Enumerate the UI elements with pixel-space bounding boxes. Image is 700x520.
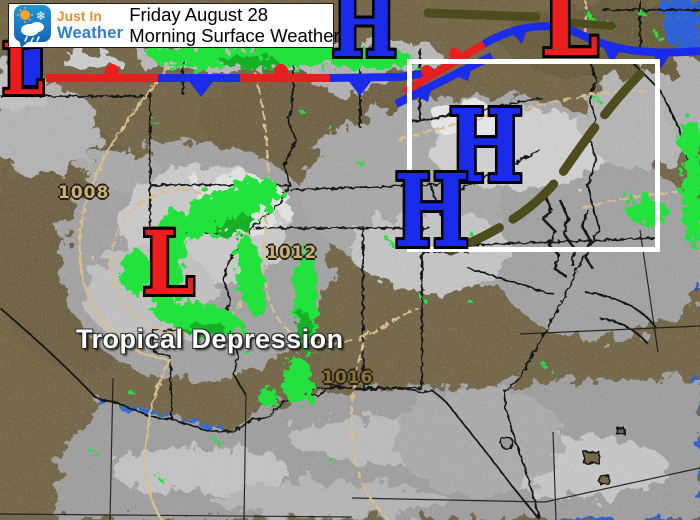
high-symbol-top-center: H — [331, 0, 398, 77]
weather-bubble-icon: ❄ — [14, 4, 51, 48]
radar-layer — [89, 9, 700, 481]
isobar-label-1012: 1012 — [266, 243, 318, 263]
high-symbol-box-upper: H — [448, 87, 524, 205]
brand-text: Just In Weather — [57, 10, 123, 41]
trough-line — [423, 8, 645, 257]
low-symbol-top-right: L — [541, 0, 599, 79]
highlight-box — [407, 59, 660, 252]
brand-line2: Weather — [57, 23, 124, 42]
isobar-label-1008: 1008 — [58, 183, 110, 203]
graticule-layer — [0, 229, 700, 520]
title-line1: Friday August 28 — [129, 4, 269, 25]
banner-title: Friday August 28 Morning Surface Weather — [129, 4, 340, 46]
svg-text:❄: ❄ — [36, 9, 46, 23]
isobar-label-1016: 1016 — [322, 368, 374, 388]
low-symbol-tropical-depression: L — [142, 211, 195, 315]
high-symbol-box-lower: H — [394, 152, 470, 270]
storm-label: Tropical Depression — [76, 324, 344, 354]
title-line2: Morning Surface Weather — [129, 24, 340, 46]
title-banner: ❄ Just In Weather Friday August 28 Morni… — [8, 3, 340, 48]
front-layer — [46, 22, 700, 108]
brand-line1: Just In — [57, 9, 102, 24]
